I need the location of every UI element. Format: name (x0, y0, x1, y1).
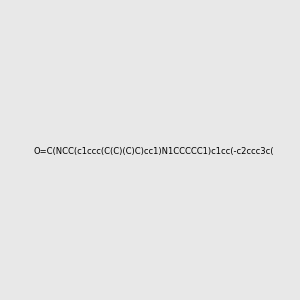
Text: O=C(NCC(c1ccc(C(C)(C)C)cc1)N1CCCCC1)c1cc(-c2ccc3c(: O=C(NCC(c1ccc(C(C)(C)C)cc1)N1CCCCC1)c1cc… (34, 147, 274, 156)
